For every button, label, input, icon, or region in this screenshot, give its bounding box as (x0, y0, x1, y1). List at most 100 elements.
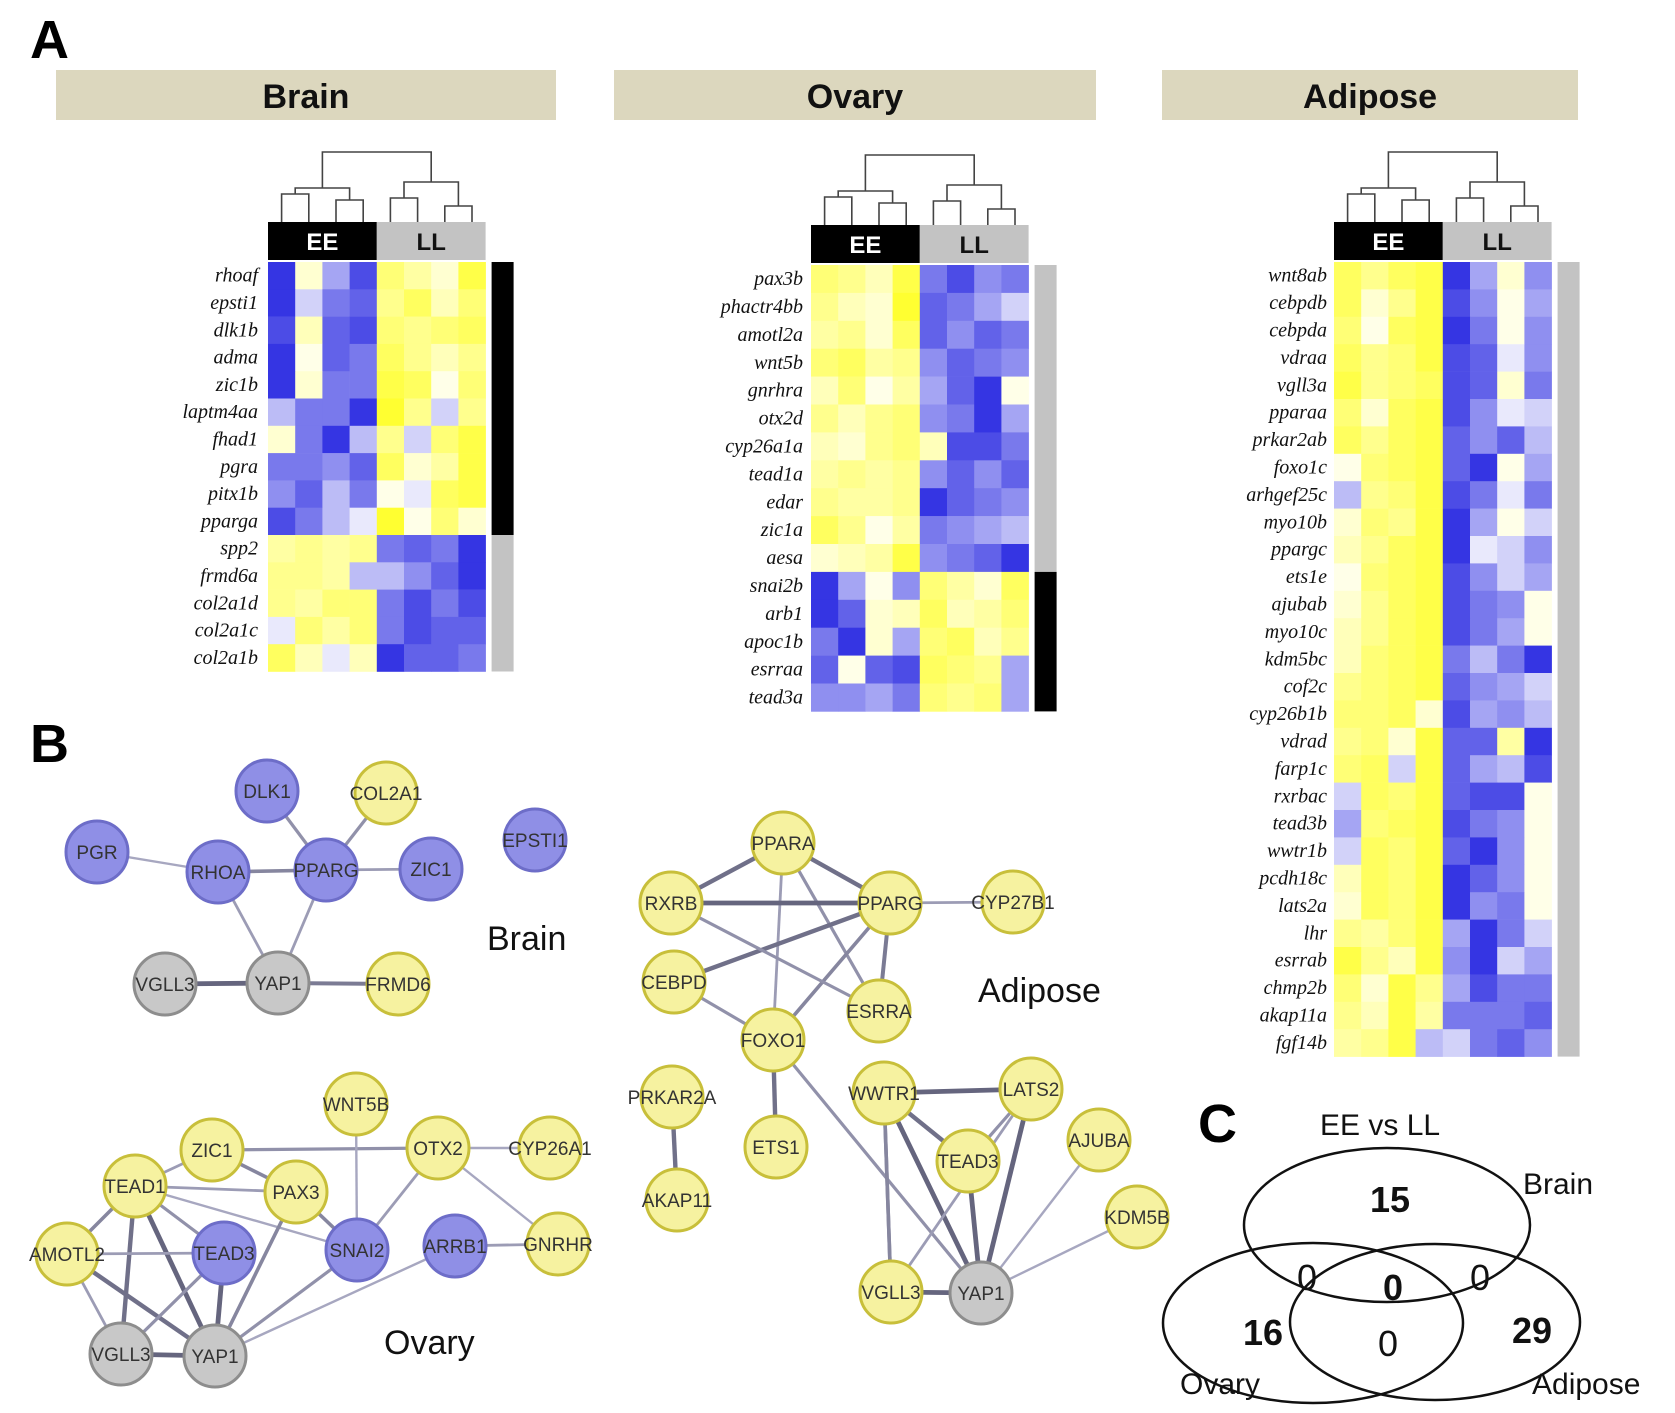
heatmap-cell (1388, 645, 1416, 674)
network-node-circle (179, 1117, 245, 1183)
heatmap-cell (431, 425, 459, 454)
heatmap-cell (947, 348, 975, 377)
heatmap-cell (1334, 700, 1362, 729)
heatmap-cell (349, 535, 378, 563)
heatmap-cell (1361, 782, 1389, 811)
heatmap-cell (1361, 673, 1389, 701)
heatmap-cell (458, 425, 486, 454)
heatmap-cell (1524, 645, 1552, 674)
heatmap-cell (268, 480, 296, 508)
network-node-label: YAP1 (957, 1284, 1004, 1305)
heatmap-cell (974, 320, 1002, 349)
network-node-circle (263, 1159, 329, 1225)
gene-label: pparga (199, 510, 258, 532)
heatmap-row: gnrhra (748, 376, 1029, 405)
heatmap-row: amotl2a (737, 320, 1029, 349)
heatmap-cell (1415, 590, 1444, 619)
heatmap-cell (865, 627, 893, 656)
heatmap-cell (322, 289, 350, 317)
heatmap-cell (1497, 919, 1525, 948)
heatmap-row: col2a1b (194, 644, 486, 672)
gene-label: cebpdb (1269, 292, 1327, 314)
heatmap-cell (1524, 426, 1552, 455)
heatmap-cell (322, 262, 350, 290)
network-node-circle (948, 1260, 1014, 1326)
gene-label: wnt5b (754, 352, 803, 374)
heatmap-row: akap11a (1260, 1001, 1552, 1030)
heatmap-row: chmp2b (1264, 974, 1552, 1003)
heatmap-cell (865, 488, 893, 517)
gene-label: rhoaf (215, 265, 260, 287)
heatmap-cell (268, 425, 296, 454)
heatmap-cell (1001, 599, 1029, 628)
heatmap-cell (295, 507, 323, 536)
heatmap-cell (1334, 892, 1362, 920)
gene-label: fhad1 (212, 428, 258, 450)
heatmap-cell (974, 683, 1002, 712)
heatmap-cell (1470, 947, 1498, 975)
network-node: VGLL3 (88, 1321, 154, 1387)
network-node-label: WWTR1 (848, 1084, 920, 1105)
heatmap-cell (1001, 488, 1029, 517)
network-node-circle (132, 951, 198, 1017)
heatmap-cell (1497, 316, 1525, 345)
network-edge (211, 1146, 439, 1152)
network-brain: DLK1 COL2A1 PGR RHOA PPARG ZIC1 EPSTI1 VGLL3 YAP… (64, 758, 568, 1017)
heatmap-cell (838, 265, 866, 294)
heatmap-cell (1497, 837, 1525, 866)
heatmap-cell (1334, 590, 1362, 619)
heatmap-cell (376, 398, 405, 427)
heatmap-cell (404, 562, 432, 590)
network-node-label: FOXO1 (741, 1031, 805, 1052)
heatmap-row: col2a1c (195, 616, 486, 645)
panel-label-c: C (1198, 1094, 1237, 1154)
heatmap-cell (1361, 974, 1389, 1003)
gene-label: fgf14b (1276, 1032, 1327, 1054)
heatmap-cell (919, 292, 948, 322)
gene-label: myo10b (1264, 511, 1327, 533)
heatmap-cell (1415, 563, 1444, 592)
heatmap-cell (838, 599, 866, 628)
network-node: FOXO1 (740, 1007, 806, 1073)
heatmap-cell (1497, 1001, 1525, 1030)
heatmap-cell (404, 644, 432, 672)
network-node-label: PPARA (751, 834, 814, 855)
network-node: PPARG (293, 837, 359, 903)
heatmap-cell (974, 544, 1002, 573)
heatmap-row: epsti1 (210, 289, 486, 317)
heatmap-cell (1334, 727, 1362, 756)
heatmap-cell (947, 571, 975, 601)
dendrogram (1346, 151, 1539, 222)
heatmap-cell (431, 507, 459, 536)
network-node-label: PPARG (857, 894, 922, 915)
heatmap-cell (1415, 536, 1444, 564)
heatmap-cell (1001, 571, 1029, 601)
heatmap-cell (295, 316, 323, 345)
gene-label: arhgef25c (1246, 484, 1327, 506)
heatmap-cell (1524, 399, 1552, 427)
network-node: RHOA (185, 839, 251, 905)
heatmap-cell (1497, 755, 1525, 783)
heatmap-row: lhr (1304, 919, 1552, 948)
venn-diagram: EE vs LL Brain Ovary Adipose 15 16 29 0 … (1161, 1109, 1640, 1405)
heatmap-row: dlk1b (214, 316, 486, 345)
heatmap-cell (1470, 563, 1498, 592)
heatmap-cell (349, 453, 378, 481)
network-node: TEAD1 (102, 1153, 168, 1219)
gene-label: pitx1b (206, 483, 258, 505)
heatmap-cell (974, 432, 1002, 461)
heatmap-cell (1442, 508, 1471, 537)
gene-label: col2a1d (194, 592, 259, 614)
heatmap-cell (1442, 371, 1471, 400)
heatmap-cell (1442, 316, 1471, 345)
heatmap-cell (349, 644, 378, 672)
heatmap-cell (1415, 645, 1444, 674)
heatmap-cell (1334, 947, 1362, 975)
network-node-circle (1066, 1107, 1132, 1173)
venn-circle-adipose (1288, 1242, 1582, 1402)
network-node: PPARG (857, 870, 923, 936)
heatmap-row: aesa (766, 544, 1029, 573)
heatmap-cell (1470, 481, 1498, 509)
heatmap-cell (349, 343, 378, 372)
heatmap-cell (1334, 645, 1362, 674)
